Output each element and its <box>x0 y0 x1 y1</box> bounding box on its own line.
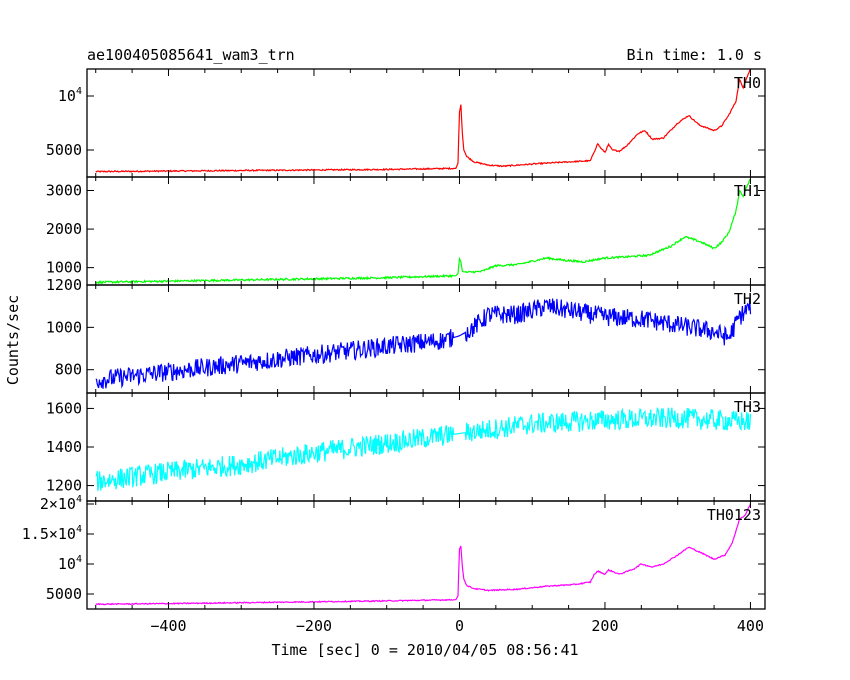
panel-th1: TH1 1000 2000 3000 <box>46 176 766 286</box>
x-tick-label: 0 <box>455 617 464 635</box>
panel-th3: TH3 1200 1400 1600 <box>46 392 766 502</box>
y-tick-label: 3000 <box>46 182 82 200</box>
y-tick-label: 1.5×104 <box>22 524 82 543</box>
panel-frame <box>86 500 766 610</box>
series-line-th1 <box>95 178 751 285</box>
series-line-th3 <box>95 407 752 491</box>
y-tick-label: 104 <box>58 554 82 573</box>
y-tick-label: 1000 <box>46 318 82 336</box>
panel-th2: TH2 800 1000 1200 <box>46 276 766 394</box>
x-tick-label: 200 <box>591 617 618 635</box>
x-tick-label: −400 <box>150 617 186 635</box>
y-tick-label: 1200 <box>46 276 82 294</box>
y-tick-label: 1000 <box>46 259 82 277</box>
panel-label-th2: TH2 <box>734 290 761 308</box>
y-tick-label: 104 <box>58 86 82 105</box>
chart-header-left: ae100405085641_wam3_trn <box>87 46 295 64</box>
panel-frame <box>86 68 766 178</box>
x-tick-label: 400 <box>737 617 764 635</box>
panel-th0: TH0 5000 104 <box>46 68 766 178</box>
y-tick-label: 2×104 <box>40 494 82 513</box>
x-tick-label: −200 <box>296 617 332 635</box>
chart-panels: TH05000104TH1100020003000TH280010001200T… <box>22 68 766 635</box>
series-line-th2 <box>95 298 752 389</box>
y-tick-label: 800 <box>55 361 82 379</box>
panel-label-th0: TH0 <box>734 74 761 92</box>
y-tick-label: 1400 <box>46 438 82 456</box>
series-line-th0123 <box>95 503 752 606</box>
chart-header-right: Bin time: 1.0 s <box>627 46 762 64</box>
panel-label-th0123: TH0123 <box>707 506 761 524</box>
y-tick-label: 5000 <box>46 585 82 603</box>
x-axis-label: Time [sec] 0 = 2010/04/05 08:56:41 <box>271 641 578 659</box>
panel-label-th1: TH1 <box>734 182 761 200</box>
series-line-th0 <box>95 68 752 173</box>
y-axis-label: Counts/sec <box>4 295 22 385</box>
panel-frame <box>86 176 766 286</box>
y-tick-label: 5000 <box>46 141 82 159</box>
y-tick-label: 1600 <box>46 399 82 417</box>
panel-label-th3: TH3 <box>734 398 761 416</box>
y-tick-label: 1200 <box>46 477 82 495</box>
panel-th0123: TH0123 5000 104 1.5×104 2×104 <box>22 494 766 610</box>
y-tick-label: 2000 <box>46 220 82 238</box>
